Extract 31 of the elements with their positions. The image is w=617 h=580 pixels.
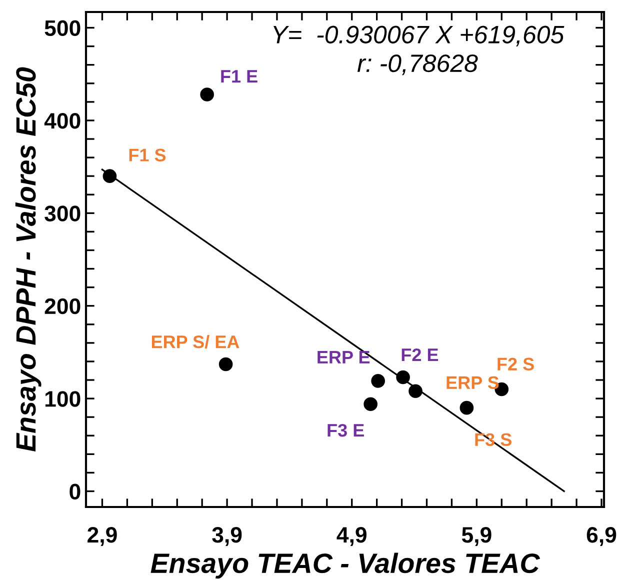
y-axis-title: Ensayo DPPH - Valores EC50: [15, 67, 42, 452]
y-tick-label: 100: [45, 391, 80, 407]
y-tick-label: 0: [70, 484, 80, 500]
x-tick-label: 3,9: [212, 527, 242, 546]
x-tick-label: 4,9: [336, 527, 366, 546]
y-tick-label: 400: [44, 112, 80, 129]
point: [200, 88, 214, 102]
x-tick-label: 2,9: [88, 527, 117, 546]
data-label: ERP E: [318, 350, 370, 364]
point: [218, 357, 233, 372]
data-label: F3 E: [328, 424, 364, 437]
point: [460, 400, 474, 415]
y-tick-label: 200: [44, 298, 80, 314]
data-label: ERP S/ EA: [152, 335, 240, 348]
annotation: Y= -0.930067 X +619,605: [273, 26, 564, 46]
point: [102, 169, 117, 183]
point: [364, 397, 378, 412]
data-label: F2 S: [498, 358, 534, 371]
data-label: ERP S: [446, 376, 499, 390]
x-tick-label: 5,9: [462, 527, 492, 546]
point: [371, 374, 385, 388]
data-label: F2 E: [402, 348, 438, 362]
y-tick-label: 500: [44, 20, 80, 36]
x-tick-label: 6,9: [586, 527, 616, 546]
annotation: r: -0,78628: [357, 54, 478, 76]
x-axis-title: Ensayo TEAC - Valores TEAC: [150, 552, 540, 579]
point: [408, 384, 422, 398]
point: [396, 370, 410, 384]
data-label: F1 S: [129, 148, 166, 162]
y-tick-label: 300: [44, 206, 80, 222]
data-label: F1 E: [221, 70, 258, 82]
